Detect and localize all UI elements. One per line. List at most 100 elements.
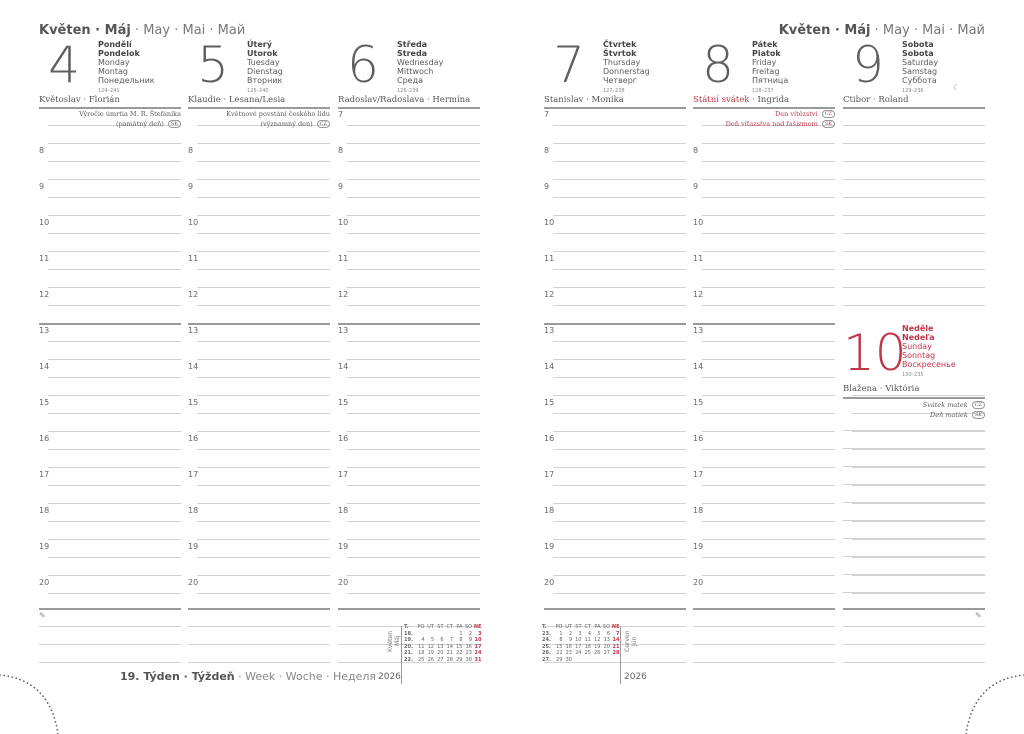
hour-label: 16 xyxy=(544,434,555,443)
month-name-cz: Červen xyxy=(624,630,631,652)
event-note: Květnové povstání českého lidu xyxy=(226,110,330,118)
writing-line xyxy=(843,662,985,663)
date-cell[interactable]: 5 xyxy=(597,630,601,637)
date-cell[interactable]: 30 xyxy=(465,656,472,663)
date-cell[interactable]: 21 xyxy=(446,650,453,656)
writing-line xyxy=(843,466,985,467)
writing-line xyxy=(693,662,835,663)
writing-line xyxy=(197,593,330,594)
date-cell[interactable]: 19 xyxy=(594,643,601,650)
date-cell[interactable]: 24 xyxy=(575,650,582,656)
day-name-sk: Streda xyxy=(397,49,428,58)
date-cell[interactable]: 8 xyxy=(459,637,463,643)
date-cell[interactable]: 14 xyxy=(612,637,620,643)
date-cell[interactable]: 27 xyxy=(437,656,444,663)
date-cell[interactable]: 2 xyxy=(568,630,572,637)
date-cell[interactable]: 16 xyxy=(565,643,572,650)
day-count: 125–240 xyxy=(247,88,269,94)
date-cell[interactable]: 2 xyxy=(468,630,472,637)
mini-calendar-month: Červen Jún xyxy=(624,626,638,656)
date-cell[interactable]: 23 xyxy=(465,650,472,656)
date-cell[interactable] xyxy=(582,657,592,664)
date-cell[interactable]: 1 xyxy=(459,630,463,637)
date-cell[interactable]: 8 xyxy=(559,637,563,643)
date-cell[interactable]: 3 xyxy=(578,630,582,637)
month-name-cz: Květen xyxy=(387,630,394,652)
writing-line xyxy=(843,430,985,431)
date-cell[interactable]: 13 xyxy=(437,643,444,650)
date-cell[interactable] xyxy=(610,657,620,664)
writing-line xyxy=(843,626,985,627)
date-cell[interactable]: 26 xyxy=(427,656,434,663)
date-cell[interactable]: 27 xyxy=(603,650,610,656)
date-cell[interactable]: 10 xyxy=(474,637,482,643)
date-cell[interactable]: 14 xyxy=(446,643,453,650)
writing-line xyxy=(553,359,686,360)
date-cell[interactable]: 15 xyxy=(556,643,563,650)
month-name-sk: Jún xyxy=(631,636,638,646)
day-name-en: Friday xyxy=(752,58,777,67)
date-cell[interactable]: 20 xyxy=(437,650,444,656)
week-number: 18. xyxy=(404,630,413,637)
date-cell[interactable]: 31 xyxy=(474,656,482,663)
date-cell[interactable]: 10 xyxy=(575,637,582,643)
date-cell[interactable]: 11 xyxy=(418,643,425,650)
date-cell[interactable] xyxy=(591,657,601,664)
date-cell[interactable]: 25 xyxy=(584,650,591,656)
date-cell[interactable]: 15 xyxy=(456,643,463,650)
date-cell[interactable]: 12 xyxy=(594,637,601,643)
date-cell[interactable]: 24 xyxy=(474,650,482,656)
date-cell[interactable]: 21 xyxy=(612,643,620,650)
date-cell[interactable]: 16 xyxy=(465,643,472,650)
mini-calendar-table: T. PO ÚT ST ČT PÁ SO NE 23. 1 2 3 4 5 6 7 24. 8 9 10 11 12 13 1… xyxy=(542,624,620,663)
writing-line xyxy=(843,538,985,539)
date-cell[interactable]: 7 xyxy=(449,637,453,643)
mini-calendar-month: Květen Máj xyxy=(387,626,401,656)
writing-line xyxy=(852,449,985,450)
divider-line xyxy=(188,323,330,325)
date-cell[interactable]: 9 xyxy=(468,637,472,643)
date-cell[interactable]: 28 xyxy=(612,650,620,656)
date-cell[interactable]: 22 xyxy=(456,650,463,656)
date-cell[interactable]: 23 xyxy=(565,650,572,656)
date-cell[interactable]: 4 xyxy=(421,637,425,643)
writing-line xyxy=(702,521,835,522)
date-cell[interactable]: 7 xyxy=(616,630,620,637)
writing-line xyxy=(843,574,985,575)
date-cell[interactable]: 28 xyxy=(446,656,453,663)
date-cell[interactable]: 6 xyxy=(606,630,610,637)
day-number: 5 xyxy=(197,36,229,94)
hour-label: 13 xyxy=(693,326,704,335)
date-cell[interactable]: 18 xyxy=(418,650,425,656)
date-cell[interactable] xyxy=(572,657,582,664)
date-cell[interactable]: 30 xyxy=(565,656,572,663)
writing-line xyxy=(48,161,181,162)
divider-line xyxy=(843,397,985,399)
divider-line xyxy=(338,323,480,325)
date-cell[interactable]: 29 xyxy=(456,656,463,663)
date-cell[interactable] xyxy=(601,657,611,664)
date-cell[interactable]: 3 xyxy=(478,630,482,637)
date-cell[interactable]: 5 xyxy=(430,637,434,643)
writing-line xyxy=(48,575,181,576)
writing-line xyxy=(347,233,480,234)
date-cell[interactable]: 6 xyxy=(440,637,444,643)
date-cell[interactable]: 17 xyxy=(474,643,482,650)
date-cell[interactable]: 19 xyxy=(427,650,434,656)
date-cell[interactable]: 25 xyxy=(418,656,425,663)
writing-line xyxy=(843,233,985,234)
date-cell[interactable]: 1 xyxy=(559,630,563,637)
date-cell[interactable]: 18 xyxy=(584,643,591,650)
date-cell[interactable]: 26 xyxy=(594,650,601,656)
date-cell[interactable]: 22 xyxy=(556,650,563,656)
date-cell[interactable]: 13 xyxy=(603,637,610,643)
date-cell[interactable]: 29 xyxy=(556,656,563,663)
date-cell[interactable]: 20 xyxy=(603,643,610,650)
date-cell[interactable]: 11 xyxy=(584,637,591,643)
date-cell[interactable]: 17 xyxy=(575,643,582,650)
divider-line xyxy=(338,107,480,109)
writing-line xyxy=(39,662,181,663)
date-cell[interactable]: 9 xyxy=(568,637,572,643)
date-cell[interactable]: 12 xyxy=(427,643,434,650)
date-cell[interactable]: 4 xyxy=(587,630,591,637)
